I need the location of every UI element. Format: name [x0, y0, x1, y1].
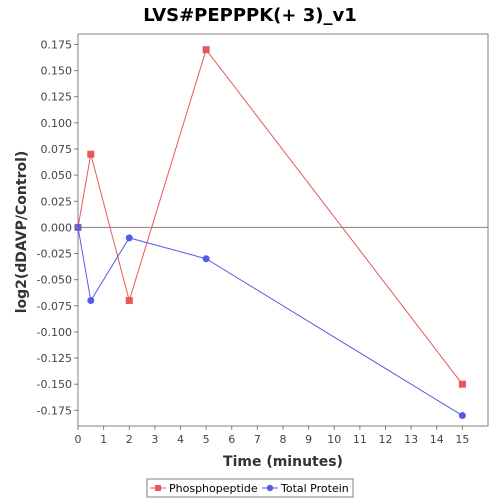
x-tick-label: 5 [203, 433, 210, 446]
y-tick-label: -0.100 [37, 326, 72, 339]
y-axis-title: log2(dDAVP/Control) [14, 151, 30, 314]
x-tick-label: 3 [151, 433, 158, 446]
x-tick-label: 2 [126, 433, 133, 446]
legend-label-total-protein: Total Protein [280, 482, 349, 495]
x-axis-title: Time (minutes) [223, 454, 343, 470]
chart-title: LVS#PEPPPK(+ 3)_v1 [143, 5, 357, 26]
plot-layer [74, 46, 488, 420]
x-tick-label: 14 [430, 433, 444, 446]
x-tick-label: 0 [75, 433, 82, 446]
series-line-total-protein [77, 227, 463, 416]
x-tick-label: 7 [254, 433, 261, 446]
y-tick-label: -0.125 [37, 352, 72, 365]
axis-layer: -0.175 -0.150 -0.125 -0.100 -0.075 -0.050 -0.0… [37, 38, 470, 446]
data-point-phosphopeptide [87, 150, 95, 158]
y-tick-label: 0.025 [41, 195, 73, 208]
y-tick-label: -0.075 [37, 300, 72, 313]
data-point-phosphopeptide [125, 297, 133, 305]
y-tick-label: 0.050 [41, 169, 73, 182]
y-tick-label: 0.100 [41, 117, 73, 130]
x-tick-label: 15 [455, 433, 469, 446]
y-tick-label: -0.025 [37, 248, 72, 261]
legend-swatch-marker-total-protein [266, 484, 274, 492]
data-point-total-protein [202, 255, 210, 263]
x-tick-label: 10 [327, 433, 341, 446]
data-point-phosphopeptide [458, 380, 466, 388]
data-point-total-protein [87, 297, 95, 305]
y-tick-label: 0.000 [41, 221, 73, 234]
y-tick-label: 0.125 [41, 91, 73, 104]
legend-box [146, 478, 354, 498]
y-tick-label: -0.050 [37, 274, 72, 287]
y-tick-label: -0.150 [37, 378, 72, 391]
x-tick-label: 11 [353, 433, 367, 446]
y-tick-label: 0.175 [41, 38, 73, 51]
x-tick-label: 4 [177, 433, 184, 446]
x-tick-label: 6 [228, 433, 235, 446]
legend-swatch-marker-phosphopeptide [155, 485, 161, 491]
data-point-total-protein [125, 234, 133, 242]
legend-label-phosphopeptide: Phosphopeptide [169, 482, 258, 495]
plot-area-border [77, 33, 489, 427]
y-tick-label: 0.150 [41, 65, 73, 78]
x-tick-label: 9 [305, 433, 312, 446]
y-tick-label: -0.175 [37, 404, 72, 417]
x-tick-label: 13 [404, 433, 418, 446]
x-tick-label: 8 [280, 433, 287, 446]
legend: Phosphopeptide Total Protein [146, 478, 354, 498]
data-point-total-protein [458, 412, 466, 420]
y-tick-label: 0.075 [41, 143, 73, 156]
data-point-phosphopeptide [202, 46, 210, 54]
series-line-phosphopeptide [77, 48, 463, 385]
x-tick-label: 12 [379, 433, 393, 446]
x-tick-label: 1 [100, 433, 107, 446]
